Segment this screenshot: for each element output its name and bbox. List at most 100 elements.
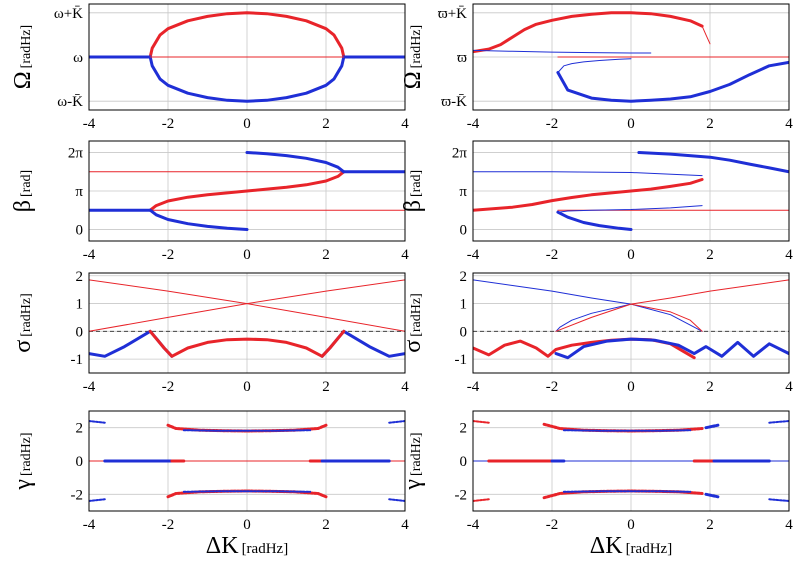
x-tick-label: 4 [785, 379, 793, 395]
y-tick-label: 2 [460, 421, 468, 437]
axes-frame [472, 272, 790, 374]
x-tick-label: 2 [322, 116, 330, 132]
x-axis-label: ΔK [radHz] [206, 533, 288, 559]
panel-beta-right: -4 -2 0 2 4 0 π 2π β [rad] [400, 140, 793, 263]
red-series-line [701, 25, 711, 45]
x-axis-unit: [radHz] [626, 541, 673, 557]
x-tick-label: -2 [546, 517, 559, 533]
x-tick-label: 2 [706, 379, 714, 395]
blue-series-line [89, 420, 106, 424]
axes-frame [88, 3, 406, 111]
y-tick-label: ϖ-K̄ [441, 94, 467, 110]
series-group [473, 420, 789, 502]
axes-frame [472, 140, 790, 242]
y-tick-label: 0 [76, 324, 84, 340]
series-group [89, 279, 405, 358]
blue-series-line [562, 490, 692, 493]
x-tick-label: 0 [627, 116, 635, 132]
y-axis-unit: [radHz] [409, 432, 424, 476]
y-axis-unit: [radHz] [19, 293, 34, 337]
y-tick-label: 1 [460, 297, 468, 313]
x-axis-symbol: ΔK [590, 533, 623, 559]
y-axis-symbol: β [10, 200, 36, 212]
x-tick-label: 4 [785, 116, 793, 132]
y-tick-label: ω+K̄ [54, 6, 83, 22]
y-axis-symbol: Ω [400, 71, 426, 89]
blue-series-line [554, 337, 789, 360]
y-axis-unit: [radHz] [409, 293, 424, 337]
blue-series-line [562, 429, 692, 432]
y-axis-symbol: β [400, 200, 426, 212]
x-tick-label: -2 [546, 247, 559, 263]
red-series-line [555, 279, 789, 332]
y-tick-label: 0 [460, 454, 468, 470]
x-tick-label: 0 [627, 247, 635, 263]
x-tick-label: -2 [546, 116, 559, 132]
x-tick-label: 4 [401, 517, 409, 533]
x-tick-label: 4 [785, 517, 793, 533]
x-tick-label: -4 [83, 379, 96, 395]
y-tick-label: -2 [455, 487, 468, 503]
y-tick-label: 2 [460, 269, 468, 285]
series-group [89, 11, 405, 103]
red-series-line [148, 170, 346, 212]
y-axis-symbol: γ [400, 479, 426, 491]
axes-frame [472, 410, 790, 512]
y-tick-label: 1 [76, 297, 84, 313]
series-group [473, 11, 789, 103]
series-group [473, 279, 789, 360]
blue-series-line [704, 492, 720, 499]
blue-series-line [557, 58, 632, 73]
y-tick-label: π [459, 184, 467, 200]
y-tick-label: -1 [455, 352, 468, 368]
blue-series-line [388, 420, 405, 424]
red-series-line [148, 11, 346, 59]
panel-gamma-left: -4 -2 0 2 4 -2 0 2 γ [radHz] [10, 410, 409, 533]
blue-series-line [182, 490, 312, 493]
red-series-line [89, 279, 405, 332]
x-tick-label: 0 [627, 379, 635, 395]
y-tick-label: ω [73, 50, 83, 66]
y-axis-unit: [rad] [409, 170, 424, 197]
y-tick-label: 0 [76, 454, 84, 470]
x-tick-label: 4 [785, 247, 793, 263]
blue-series-line [473, 171, 703, 177]
x-tick-label: 2 [706, 517, 714, 533]
blue-series-line [637, 151, 789, 174]
red-series-line [473, 498, 490, 502]
panel-beta-left: -4 -2 0 2 4 0 π 2π β [rad] [10, 140, 409, 263]
y-tick-label: ϖ [457, 50, 467, 66]
y-axis-unit: [radHz] [19, 432, 34, 476]
x-tick-label: -4 [467, 517, 480, 533]
y-axis-unit: [rad] [19, 170, 34, 197]
y-axis-unit: [radHz] [19, 25, 34, 69]
x-tick-label: -4 [83, 116, 96, 132]
panel-omega-right: -4 -2 0 2 4 ϖ-K̄ ϖ ϖ+K̄ Ω [radHz] [400, 3, 793, 132]
y-tick-label: 2π [452, 146, 468, 162]
x-tick-label: -4 [467, 379, 480, 395]
blue-series-line [388, 498, 405, 502]
blue-series-line [768, 498, 789, 502]
y-axis-label: γ [radHz] [10, 432, 36, 490]
x-tick-label: 0 [243, 517, 251, 533]
y-tick-label: π [75, 184, 83, 200]
y-tick-label: 2π [68, 146, 84, 162]
x-axis-unit: [radHz] [242, 541, 289, 557]
red-series-line [473, 11, 704, 54]
x-tick-label: 0 [243, 116, 251, 132]
x-tick-label: 2 [322, 247, 330, 263]
red-series-line [473, 420, 490, 424]
x-tick-label: 2 [322, 379, 330, 395]
blue-series-line [89, 498, 106, 502]
axes-frame [88, 140, 406, 242]
y-tick-label: -1 [71, 352, 84, 368]
x-tick-label: 2 [706, 116, 714, 132]
x-tick-label: 4 [401, 379, 409, 395]
axes-frame [88, 272, 406, 374]
y-axis-label: σ [radHz] [10, 293, 36, 352]
blue-series-line [704, 423, 720, 430]
blue-series-line [768, 420, 789, 424]
x-tick-label: -4 [83, 517, 96, 533]
series-group [89, 151, 405, 231]
panel-omega-left: -4 -2 0 2 4 ω-K̄ ω ω+K̄ Ω [radHz] [10, 3, 409, 132]
